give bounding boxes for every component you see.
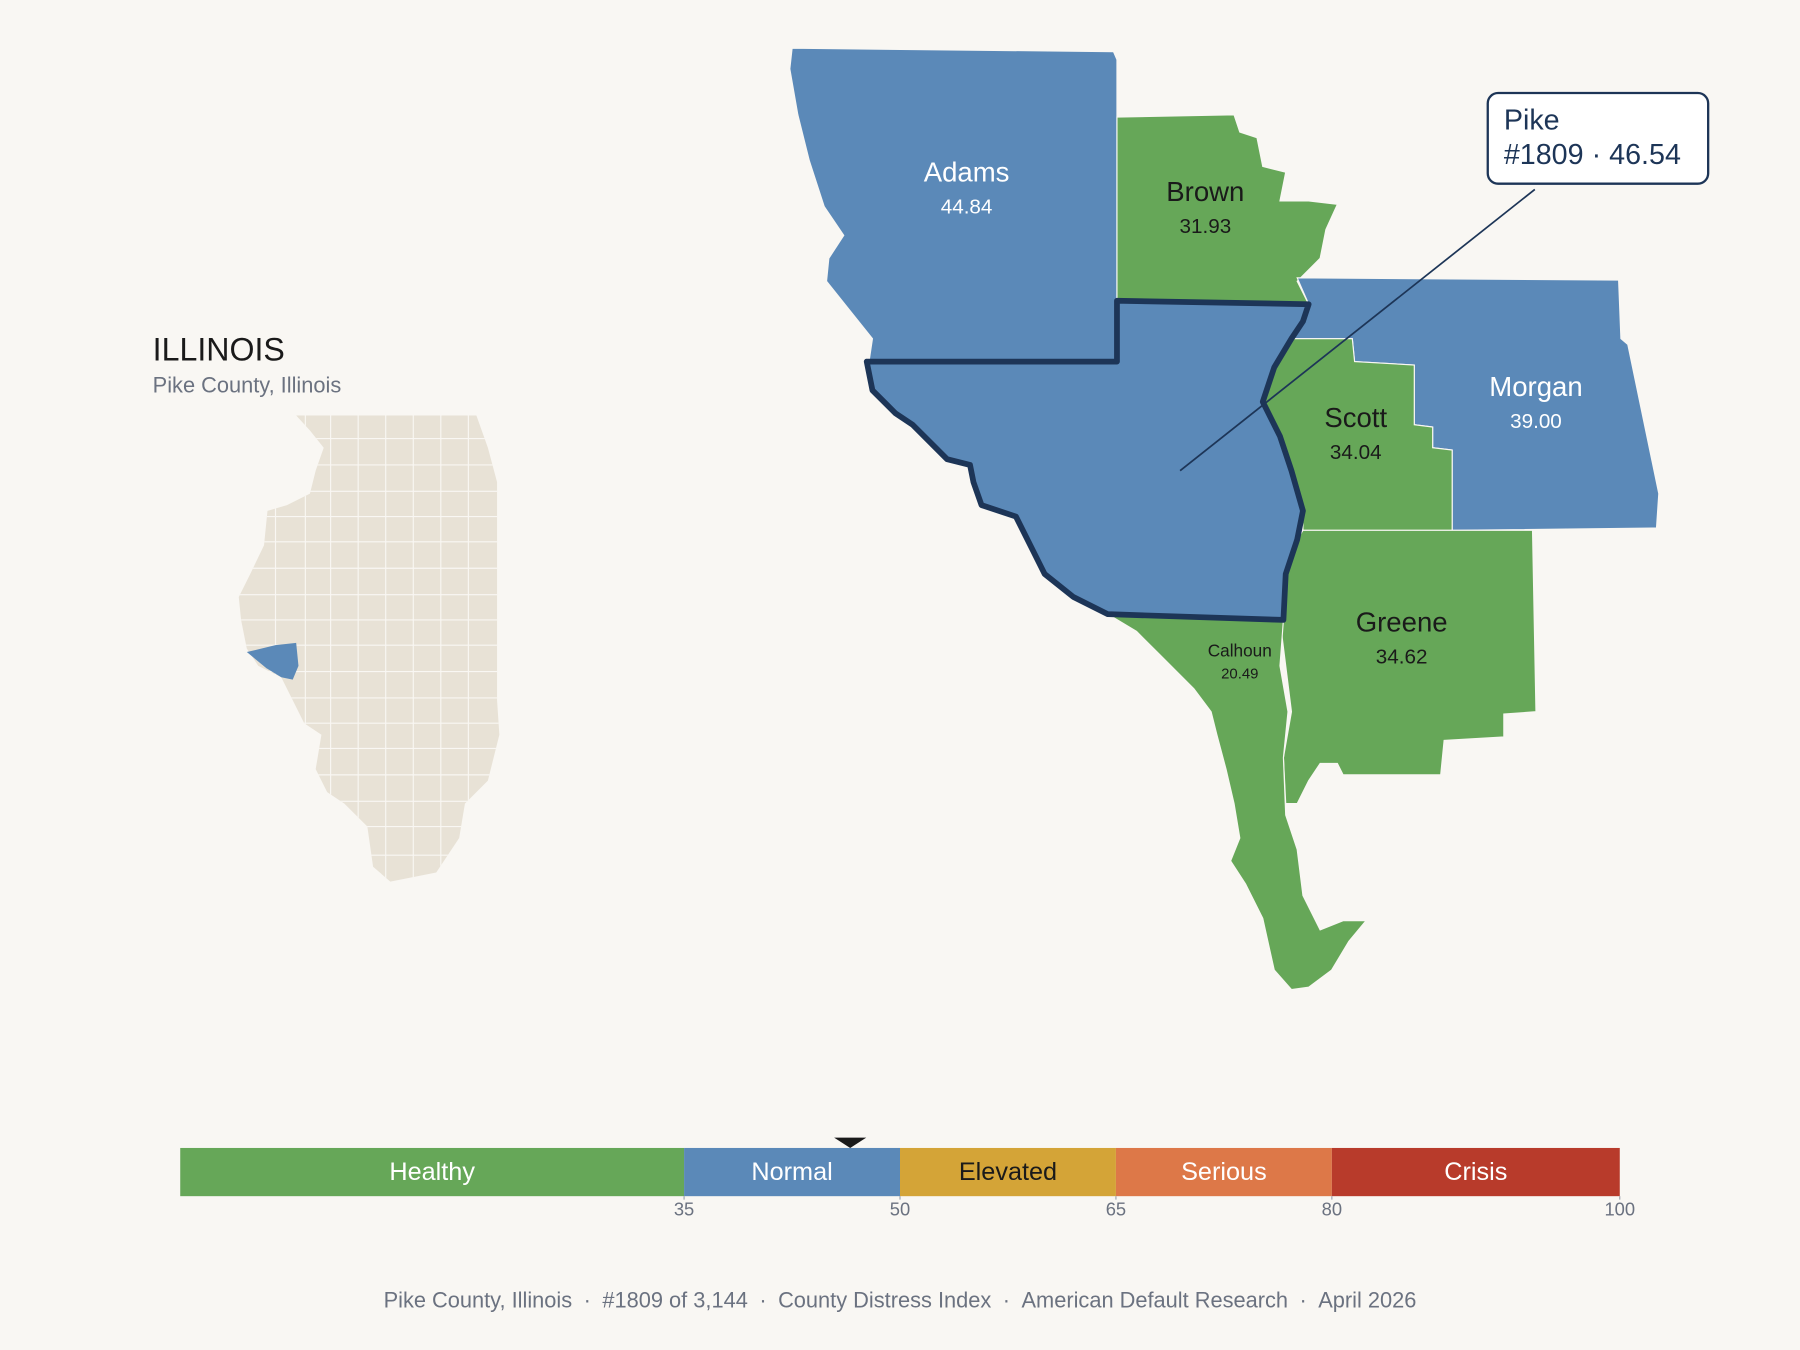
scale-tick-label: 35 — [674, 1199, 694, 1220]
county-layer: Adams 44.84 Brown 31.93 Morgan 39.00 Scott 34.0… — [789, 47, 1660, 991]
scale-tick-label: 65 — [1106, 1199, 1126, 1220]
legend: Healthy Normal Elevated Serious Crisis 35 50 65… — [180, 1137, 1635, 1220]
county — [1105, 613, 1368, 991]
scale-band — [684, 1147, 900, 1197]
scale-band — [1331, 1147, 1620, 1197]
callout-value: 46.54 — [1609, 139, 1681, 171]
state-subtitle: Pike County, Illinois — [153, 373, 342, 398]
county-name: Adams — [924, 156, 1010, 187]
county-value: 31.93 — [1180, 215, 1232, 238]
scale-band — [900, 1147, 1116, 1197]
footer-separator: · — [1300, 1288, 1307, 1313]
focus-county-inset — [246, 642, 299, 680]
state-shape — [238, 415, 500, 882]
county-value: 34.62 — [1376, 646, 1428, 669]
footer-separator: · — [1003, 1288, 1010, 1313]
county-name: Greene — [1356, 606, 1448, 637]
county-value: 44.84 — [941, 196, 993, 219]
scale-band — [180, 1147, 685, 1197]
state-title: ILLINOIS — [153, 331, 285, 367]
county-value: 34.04 — [1330, 441, 1382, 464]
scale-band-label: Elevated — [959, 1158, 1057, 1186]
county-value: 39.00 — [1510, 410, 1562, 433]
county — [1116, 114, 1339, 305]
footer-separator: · — [759, 1288, 766, 1313]
state-inset — [238, 415, 500, 882]
county-name: Morgan — [1489, 371, 1582, 402]
footer-item: Pike County, Illinois — [384, 1288, 573, 1313]
focus-county — [863, 297, 1312, 623]
scale-band-label: Healthy — [389, 1158, 475, 1186]
callout-rank: #1809 — [1504, 139, 1584, 171]
scale-band-label: Serious — [1181, 1158, 1267, 1186]
county-name: Scott — [1324, 402, 1387, 433]
callout: Pike #1809 · 46.54 — [1179, 91, 1710, 472]
county-name: Calhoun — [1208, 641, 1272, 661]
footer-item: April 2026 — [1318, 1288, 1416, 1313]
scale-marker — [834, 1137, 867, 1148]
footer-item: #1809 of 3,144 — [602, 1288, 747, 1313]
callout-box — [1486, 91, 1710, 185]
scale-tick-label: 100 — [1604, 1199, 1635, 1220]
scale-band-label: Crisis — [1444, 1158, 1507, 1186]
scale-band — [1115, 1147, 1332, 1197]
callout-separator: · — [1592, 139, 1602, 171]
callout-name: Pike — [1504, 105, 1560, 137]
footer-separator: · — [584, 1288, 591, 1313]
footer-item: American Default Research — [1022, 1288, 1289, 1313]
callout-leader — [1179, 188, 1536, 472]
footer-item: County Distress Index — [778, 1288, 991, 1313]
county-name: Brown — [1166, 176, 1244, 207]
scale-band-label: Normal — [751, 1158, 832, 1186]
scale-tick-label: 80 — [1322, 1199, 1342, 1220]
footer: Pike County, Illinois · #1809 of 3,144 · Cou… — [384, 1288, 1417, 1313]
callout-detail: #1809 · 46.54 — [1504, 139, 1681, 171]
scale-tick-label: 50 — [890, 1199, 910, 1220]
county-value: 20.49 — [1221, 665, 1258, 682]
